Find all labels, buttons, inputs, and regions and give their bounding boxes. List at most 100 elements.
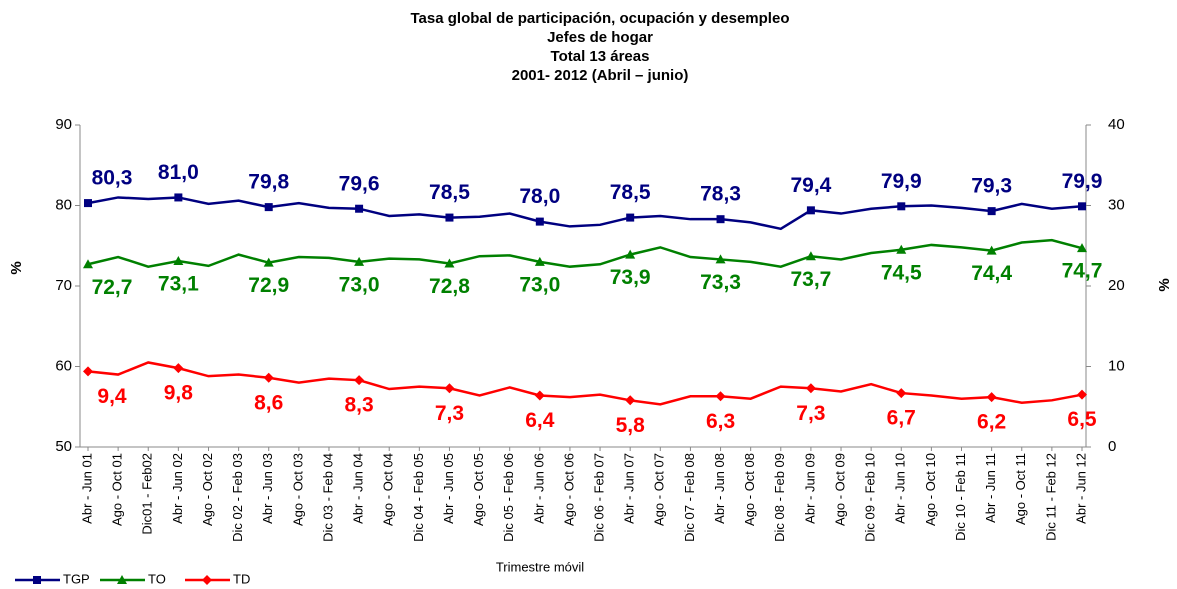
y-tick-label: 70	[55, 277, 72, 294]
marker	[264, 203, 273, 212]
data-label: 81,0	[158, 161, 199, 184]
series-line	[87, 196, 1083, 231]
data-label: 78,3	[700, 183, 741, 206]
data-label: 79,9	[1062, 170, 1103, 193]
marker	[896, 244, 907, 254]
x-tick-label: Abr - Jun 10	[893, 453, 908, 524]
data-label: 7,3	[435, 402, 464, 425]
x-tick-label: Abr - Jun 05	[441, 453, 456, 524]
marker	[987, 207, 996, 216]
y-tick-label: 60	[55, 357, 72, 374]
x-tick-label: Dic01 - Feb02	[140, 453, 155, 535]
x-axis-label: Trimestre móvil	[496, 559, 584, 574]
marker	[805, 383, 816, 394]
data-label: 79,4	[790, 174, 831, 197]
marker	[986, 392, 997, 403]
marker	[625, 395, 636, 406]
x-tick-label: Ago - Oct 11	[1013, 453, 1028, 525]
y2-axis-label: %	[1156, 278, 1173, 291]
x-tick-label: Abr - Jun 08	[712, 453, 727, 524]
legend-label: TGP	[63, 571, 90, 586]
marker	[33, 576, 41, 584]
data-label: 6,5	[1067, 408, 1097, 431]
y2-tick-label: 10	[1108, 357, 1125, 374]
marker	[117, 575, 127, 584]
x-tick-label: Dic 09 - Feb 10	[863, 453, 878, 542]
data-label: 80,3	[92, 167, 133, 190]
x-tick-label: Ago - Oct 07	[652, 453, 667, 526]
data-label: 79,6	[339, 172, 380, 195]
data-label: 73,9	[610, 266, 651, 289]
data-label: 79,9	[881, 170, 922, 193]
marker	[444, 258, 455, 268]
data-label: 78,5	[429, 181, 470, 204]
y-tick-label: 80	[55, 196, 72, 213]
marker	[263, 372, 274, 383]
x-tick-label: Ago - Oct 06	[561, 453, 576, 526]
x-tick-label: Abr - Jun 03	[260, 453, 275, 524]
marker	[174, 193, 183, 202]
marker	[445, 213, 454, 222]
legend-label: TO	[148, 571, 166, 586]
x-tick-label: Dic 04 - Feb 05	[411, 453, 426, 542]
data-label: 74,5	[881, 261, 922, 284]
y2-tick-label: 20	[1108, 277, 1125, 294]
x-tick-label: Abr - Jun 02	[170, 453, 185, 524]
y2-tick-label: 30	[1108, 196, 1125, 213]
data-label: 7,3	[796, 402, 825, 425]
data-label: 72,9	[248, 274, 289, 297]
x-tick-label: Ago - Oct 02	[200, 453, 215, 526]
marker	[354, 256, 365, 266]
chart-title: Jefes de hogar	[547, 29, 653, 46]
marker	[715, 391, 726, 402]
marker	[83, 366, 93, 377]
x-tick-label: Dic 07 - Feb 08	[682, 453, 697, 542]
marker	[715, 254, 726, 264]
y-tick-label: 50	[55, 438, 72, 455]
marker	[896, 388, 907, 399]
data-label: 72,7	[92, 276, 133, 299]
x-tick-label: Ago - Oct 10	[923, 453, 938, 526]
data-label: 9,8	[164, 382, 194, 405]
marker	[986, 245, 997, 255]
data-label: 6,3	[706, 410, 735, 433]
data-label: 73,7	[790, 268, 831, 291]
data-label: 6,4	[525, 409, 555, 432]
y2-tick-label: 0	[1108, 438, 1116, 455]
marker	[444, 383, 455, 394]
marker	[354, 375, 365, 386]
x-tick-label: Abr - Jun 12	[1073, 453, 1088, 524]
marker	[263, 257, 274, 267]
x-tick-label: Abr - Jun 01	[79, 453, 94, 524]
data-label: 73,1	[158, 273, 199, 296]
data-label: 73,3	[700, 271, 741, 294]
x-tick-label: Ago - Oct 09	[832, 453, 847, 526]
x-tick-label: Abr - Jun 04	[351, 453, 366, 524]
marker	[1078, 202, 1086, 211]
marker	[535, 217, 544, 226]
x-tick-label: Ago - Oct 08	[742, 453, 757, 526]
chart-title: 2001- 2012 (Abril – junio)	[512, 67, 689, 84]
data-label: 73,0	[339, 273, 380, 296]
y-axis-label: %	[8, 261, 25, 274]
data-label: 6,2	[977, 411, 1006, 434]
data-label: 74,4	[971, 262, 1012, 285]
marker	[173, 363, 184, 374]
data-label: 5,8	[616, 414, 646, 437]
data-label: 8,3	[344, 394, 373, 417]
x-tick-label: Dic 11 - Feb 12	[1043, 453, 1058, 541]
marker	[805, 251, 816, 261]
marker	[1077, 243, 1087, 253]
marker	[534, 256, 545, 266]
marker	[716, 215, 725, 224]
x-tick-label: Abr - Jun 06	[531, 453, 546, 524]
y-tick-label: 90	[55, 116, 72, 133]
marker	[806, 206, 815, 215]
marker	[173, 256, 184, 266]
legend-label: TD	[233, 571, 250, 586]
x-tick-label: Abr - Jun 09	[802, 453, 817, 524]
marker	[1077, 389, 1087, 400]
marker	[626, 213, 635, 222]
marker	[84, 199, 92, 208]
